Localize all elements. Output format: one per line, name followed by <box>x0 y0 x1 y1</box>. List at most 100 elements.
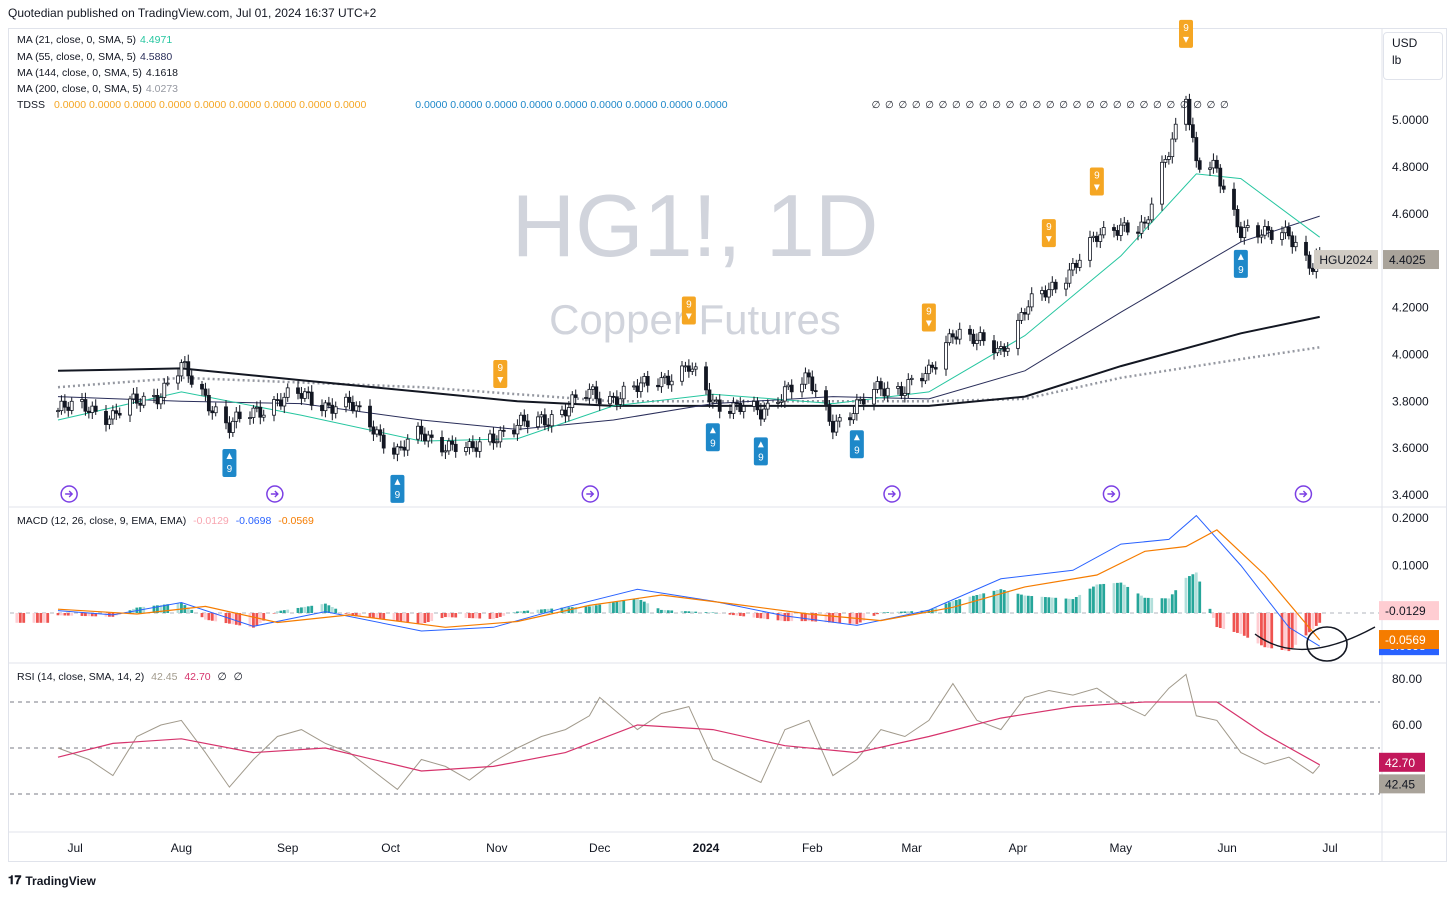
candle-body <box>930 364 935 368</box>
macd-histogram-bar <box>464 613 468 618</box>
tdss-null-marker: ∅ <box>1059 100 1068 111</box>
candle-body <box>1002 346 1007 352</box>
price-candle <box>1112 223 1116 238</box>
candle-body <box>662 375 667 379</box>
legend-ma144[interactable]: MA (144, close, 0, SMA, 5) 4.1618 <box>17 67 178 79</box>
candle-body <box>590 386 595 390</box>
candle-body <box>642 376 647 384</box>
candle-body <box>1187 98 1192 126</box>
price-candle <box>1286 222 1291 240</box>
legend-ma55[interactable]: MA (55, close, 0, SMA, 5) 4.5880 <box>17 51 172 63</box>
macd-histogram-bar <box>56 613 60 616</box>
legend-ma21[interactable]: MA (21, close, 0, SMA, 5) 4.4971 <box>17 34 172 46</box>
time-axis-label: Jul <box>1322 841 1337 855</box>
macd-histogram-bar <box>1047 597 1051 613</box>
candle-body <box>450 440 455 445</box>
price-candle <box>93 399 98 415</box>
macd-histogram-bar <box>80 613 84 616</box>
candle-body <box>1118 224 1123 236</box>
candle-body <box>998 346 1003 349</box>
macd-histogram-bar <box>831 613 835 623</box>
macd-histogram-bar <box>591 605 595 613</box>
candle-body <box>491 433 496 444</box>
macd-histogram-bar <box>1294 613 1298 645</box>
price-candle <box>213 402 218 417</box>
macd-histogram-bar <box>234 613 238 625</box>
candle-body <box>539 414 544 418</box>
candle-body <box>738 403 743 412</box>
legend-rsi[interactable]: RSI (14, close, SMA, 14, 2) 42.45 42.70 … <box>17 671 243 683</box>
candle-body <box>326 402 331 406</box>
tdss-null-marker: ∅ <box>925 100 934 111</box>
price-candle <box>563 403 568 423</box>
annotation-curve <box>1254 626 1376 651</box>
macd-histogram-bar <box>252 613 255 628</box>
macd-histogram-bar <box>1191 574 1195 613</box>
macd-histogram-bar <box>783 613 787 622</box>
price-candle <box>1064 277 1068 297</box>
price-candle <box>323 400 328 418</box>
macd-histogram-bar <box>84 613 87 617</box>
candle-body <box>419 425 424 435</box>
candle-body <box>1070 262 1075 271</box>
macd-histogram-bar <box>204 613 207 620</box>
macd-histogram-bar <box>804 613 807 622</box>
td-sell-marker: 9 <box>1041 219 1056 248</box>
candle-body <box>272 399 276 416</box>
macd-histogram-bar <box>330 607 334 613</box>
tdss-null-marker: ∅ <box>1140 100 1149 111</box>
macd-histogram-bar <box>142 606 146 613</box>
unit-selector[interactable]: USD lb <box>1383 32 1443 80</box>
time-axis-label: Nov <box>486 841 507 855</box>
candle-body <box>758 409 763 420</box>
macd-histogram-bar <box>348 613 351 616</box>
candle-body <box>686 365 691 372</box>
macd-histogram-bar <box>690 611 694 613</box>
macd-histogram-bar <box>680 610 684 613</box>
td-buy-box <box>753 437 768 466</box>
legend-ma200[interactable]: MA (200, close, 0, SMA, 5) 4.0273 <box>17 83 178 95</box>
td-sell-arrow-icon <box>1093 184 1100 191</box>
price-candle <box>848 412 852 426</box>
candle-body <box>1160 161 1164 205</box>
macd-histogram-bar <box>272 613 276 614</box>
price-candle <box>1101 221 1106 239</box>
candle-body <box>515 424 520 435</box>
legend-macd[interactable]: MACD (12, 26, close, 9, EMA, EMA) -0.012… <box>17 515 314 527</box>
tdss-null-marker: ∅ <box>898 100 907 111</box>
macd-histogram-bar <box>1280 613 1284 650</box>
price-candle <box>1290 231 1295 254</box>
price-candle <box>686 359 691 378</box>
candle-body <box>752 401 756 407</box>
macd-histogram-bar <box>834 613 838 623</box>
macd-histogram-bar <box>968 596 972 613</box>
price-candle <box>498 426 503 448</box>
candle-body <box>518 414 523 426</box>
price-candle <box>758 403 763 426</box>
macd-histogram-bar <box>224 613 228 624</box>
legend-ma200-label: MA (200, close, 0, SMA, 5) <box>17 83 142 95</box>
candle-body <box>62 400 67 408</box>
macd-histogram-bar <box>334 608 338 613</box>
price-candle <box>189 370 194 388</box>
price-candle <box>1142 216 1147 229</box>
macd-histogram-bar <box>495 613 499 618</box>
candle-body <box>59 400 64 412</box>
footer-brand[interactable]: 𝟏𝟕 TradingView <box>8 873 96 888</box>
price-candle <box>645 370 650 393</box>
macd-histogram-bar <box>670 610 674 613</box>
price-candle <box>59 395 64 415</box>
macd-histogram-bar <box>1023 595 1027 613</box>
candle-body <box>1142 221 1147 224</box>
price-candle <box>494 435 499 448</box>
macd-histogram-bar <box>958 599 962 613</box>
price-candle <box>1005 342 1010 357</box>
price-tick-label: 3.6000 <box>1392 441 1429 455</box>
price-candle <box>738 397 743 415</box>
legend-tdss[interactable]: TDSS 0.0000 0.0000 0.0000 0.0000 0.0000 … <box>17 99 728 111</box>
price-candle <box>1173 117 1178 143</box>
price-candle <box>851 406 856 424</box>
macd-histogram-bar <box>618 601 622 613</box>
currency-label: USD <box>1392 36 1418 50</box>
